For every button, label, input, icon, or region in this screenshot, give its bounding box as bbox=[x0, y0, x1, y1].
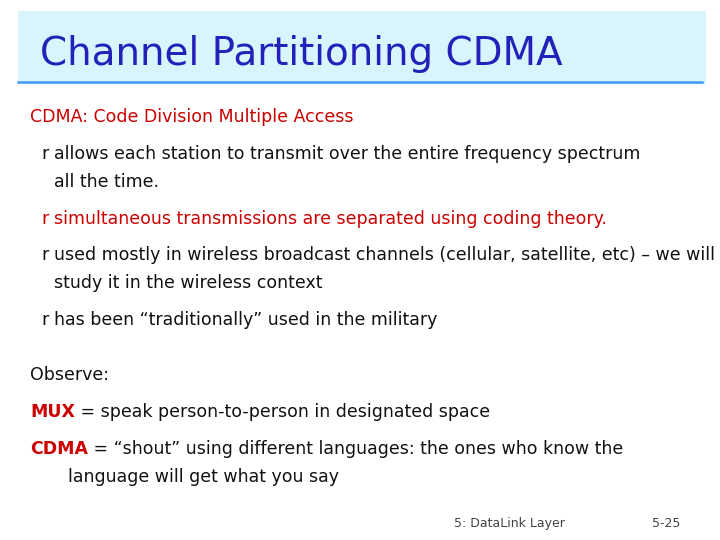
Text: Observe:: Observe: bbox=[30, 366, 109, 384]
Text: CDMA: Code Division Multiple Access: CDMA: Code Division Multiple Access bbox=[30, 108, 354, 126]
Text: simultaneous transmissions are separated using coding theory.: simultaneous transmissions are separated… bbox=[54, 210, 607, 227]
Text: r: r bbox=[42, 210, 49, 227]
Text: CDMA: CDMA bbox=[30, 440, 89, 457]
Text: Channel Partitioning CDMA: Channel Partitioning CDMA bbox=[40, 35, 562, 73]
Text: has been “traditionally” used in the military: has been “traditionally” used in the mil… bbox=[54, 311, 437, 329]
Text: r: r bbox=[42, 311, 49, 329]
Text: r: r bbox=[42, 246, 49, 264]
Text: 5: DataLink Layer: 5: DataLink Layer bbox=[454, 517, 564, 530]
Text: = speak person-to-person in designated space: = speak person-to-person in designated s… bbox=[75, 403, 490, 421]
Text: r: r bbox=[42, 145, 49, 163]
Text: = “shout” using different languages: the ones who know the: = “shout” using different languages: the… bbox=[89, 440, 624, 457]
Text: allows each station to transmit over the entire frequency spectrum: allows each station to transmit over the… bbox=[54, 145, 640, 163]
Text: all the time.: all the time. bbox=[54, 173, 159, 191]
Text: study it in the wireless context: study it in the wireless context bbox=[54, 274, 323, 292]
FancyBboxPatch shape bbox=[18, 11, 706, 84]
Text: MUX: MUX bbox=[30, 403, 75, 421]
Text: language will get what you say: language will get what you say bbox=[68, 468, 339, 485]
Text: used mostly in wireless broadcast channels (cellular, satellite, etc) – we will: used mostly in wireless broadcast channe… bbox=[54, 246, 715, 264]
Text: 5-25: 5-25 bbox=[652, 517, 680, 530]
